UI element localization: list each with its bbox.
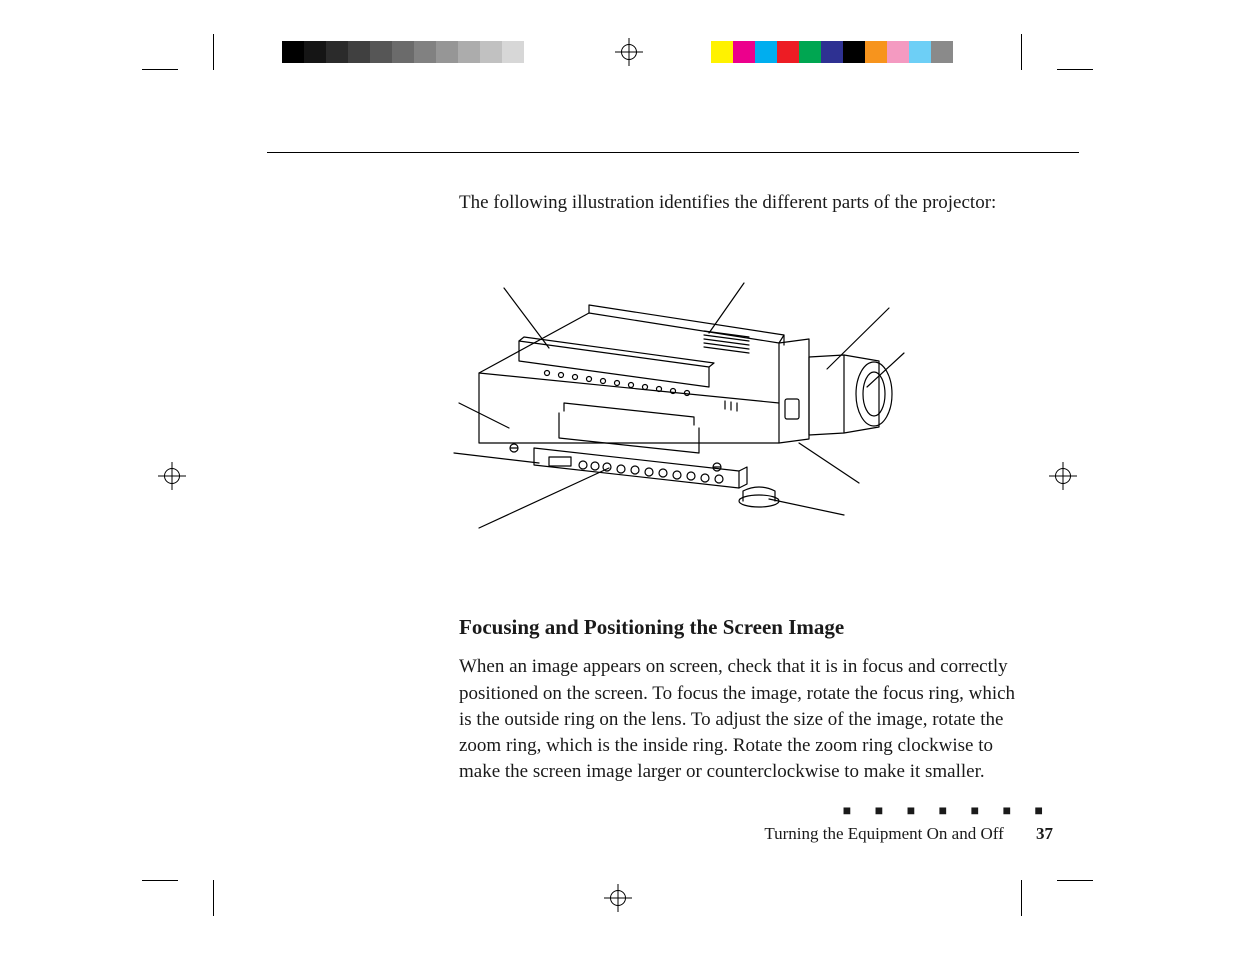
page-footer: ■ ■ ■ ■ ■ ■ ■ Turning the Equipment On a… xyxy=(764,804,1053,844)
crop-mark-top-left xyxy=(178,34,214,70)
print-registration-top xyxy=(0,34,1235,70)
grayscale-swatch xyxy=(436,41,458,63)
color-swatch xyxy=(711,41,733,63)
color-swatch xyxy=(733,41,755,63)
color-swatch xyxy=(799,41,821,63)
grayscale-swatch xyxy=(524,41,546,63)
crop-mark-bottom-left xyxy=(178,880,214,916)
crop-mark-top-right xyxy=(1021,34,1057,70)
crop-mark-bottom-right xyxy=(1021,880,1057,916)
registration-target-bottom-icon xyxy=(604,884,632,912)
page-body: The following illustration identifies th… xyxy=(267,152,1079,785)
color-swatch xyxy=(931,41,953,63)
page-number: 37 xyxy=(1036,824,1053,843)
grayscale-swatch xyxy=(502,41,524,63)
color-swatch xyxy=(821,41,843,63)
registration-target-left-icon xyxy=(158,462,186,490)
grayscale-swatch xyxy=(458,41,480,63)
grayscale-calibration-strip xyxy=(282,41,546,63)
projector-illustration xyxy=(449,253,919,553)
grayscale-swatch xyxy=(304,41,326,63)
registration-target-top-icon xyxy=(615,38,643,66)
section-heading: Focusing and Positioning the Screen Imag… xyxy=(459,615,1079,640)
color-swatch xyxy=(865,41,887,63)
color-swatch xyxy=(843,41,865,63)
color-calibration-strip xyxy=(711,41,953,63)
grayscale-swatch xyxy=(370,41,392,63)
body-paragraph: When an image appears on screen, check t… xyxy=(459,654,1019,785)
grayscale-swatch xyxy=(480,41,502,63)
color-swatch xyxy=(887,41,909,63)
grayscale-swatch xyxy=(414,41,436,63)
grayscale-swatch xyxy=(348,41,370,63)
grayscale-swatch xyxy=(392,41,414,63)
footer-dots: ■ ■ ■ ■ ■ ■ ■ xyxy=(764,804,1053,820)
grayscale-swatch xyxy=(282,41,304,63)
color-swatch xyxy=(909,41,931,63)
color-swatch xyxy=(755,41,777,63)
footer-section-label: Turning the Equipment On and Off xyxy=(764,824,1003,843)
grayscale-swatch xyxy=(326,41,348,63)
print-registration-bottom xyxy=(0,880,1235,916)
intro-text: The following illustration identifies th… xyxy=(459,191,1019,215)
color-swatch xyxy=(777,41,799,63)
